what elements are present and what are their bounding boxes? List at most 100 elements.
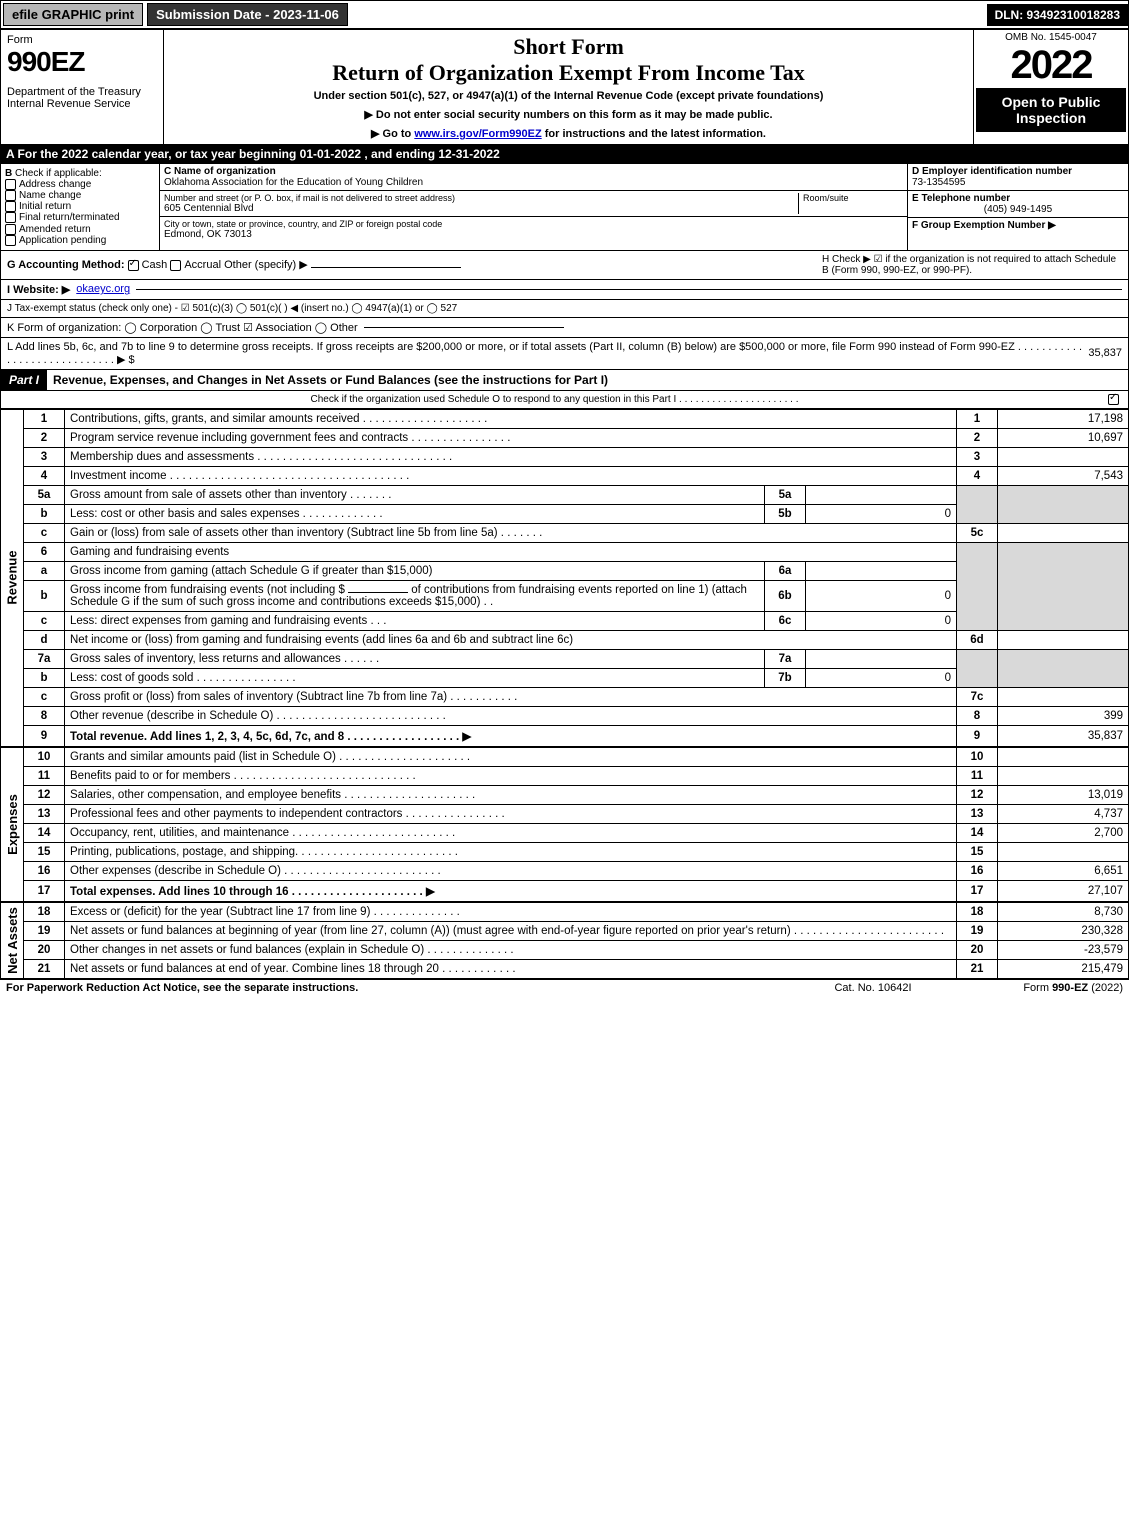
chk-accrual[interactable] <box>170 260 181 271</box>
line19-desc: Net assets or fund balances at beginning… <box>65 921 957 940</box>
line7b-desc: Less: cost of goods sold . . . . . . . .… <box>65 668 765 687</box>
chk-initial-return[interactable] <box>5 201 16 212</box>
line6a-desc: Gross income from gaming (attach Schedul… <box>65 561 765 580</box>
row-j: J Tax-exempt status (check only one) - ☑… <box>0 300 1129 318</box>
open-inspection: Open to Public Inspection <box>976 88 1126 132</box>
line14-desc: Occupancy, rent, utilities, and maintena… <box>65 823 957 842</box>
line5a-desc: Gross amount from sale of assets other t… <box>65 485 765 504</box>
line11-desc: Benefits paid to or for members . . . . … <box>65 766 957 785</box>
opt-amended-return: Amended return <box>19 224 91 235</box>
form-header: Form 990EZ Department of the Treasury In… <box>0 29 1129 145</box>
part1-label: Part I <box>1 370 47 390</box>
chk-cash[interactable] <box>128 260 139 271</box>
line4-desc: Investment income . . . . . . . . . . . … <box>65 466 957 485</box>
street-value: 605 Centennial Blvd <box>164 203 798 214</box>
line9-amt: 35,837 <box>998 725 1129 746</box>
netassets-block: Net Assets 18Excess or (deficit) for the… <box>0 902 1129 979</box>
line6-desc: Gaming and fundraising events <box>65 542 957 561</box>
form-number: 990EZ <box>7 46 157 78</box>
line7c-desc: Gross profit or (loss) from sales of inv… <box>65 687 957 706</box>
part1-header: Part I Revenue, Expenses, and Changes in… <box>0 370 1129 391</box>
revenue-block: Revenue 1Contributions, gifts, grants, a… <box>0 409 1129 747</box>
line6c-amt: 0 <box>806 611 957 630</box>
ein-label: D Employer identification number <box>912 166 1072 177</box>
top-bar: efile GRAPHIC print Submission Date - 20… <box>0 0 1129 29</box>
page-footer: For Paperwork Reduction Act Notice, see … <box>0 979 1129 996</box>
expenses-block: Expenses 10Grants and similar amounts pa… <box>0 747 1129 902</box>
submission-date-button[interactable]: Submission Date - 2023-11-06 <box>147 3 348 26</box>
line18-desc: Excess or (deficit) for the year (Subtra… <box>65 902 957 921</box>
line15-desc: Printing, publications, postage, and shi… <box>65 842 957 861</box>
header-right: OMB No. 1545-0047 2022 Open to Public In… <box>973 30 1128 144</box>
line1-desc: Contributions, gifts, grants, and simila… <box>65 409 957 428</box>
line6a-amt <box>806 561 957 580</box>
line2-amt: 10,697 <box>998 428 1129 447</box>
line3-desc: Membership dues and assessments . . . . … <box>65 447 957 466</box>
g-label: G Accounting Method: <box>7 259 125 271</box>
line20-desc: Other changes in net assets or fund bala… <box>65 940 957 959</box>
opt-application-pending: Application pending <box>19 235 106 246</box>
line12-desc: Salaries, other compensation, and employ… <box>65 785 957 804</box>
b-label: B <box>5 168 12 179</box>
chk-name-change[interactable] <box>5 190 16 201</box>
line7b-amt: 0 <box>806 668 957 687</box>
line6b-desc: Gross income from fundraising events (no… <box>65 580 765 611</box>
group-exemption-label: F Group Exemption Number ▶ <box>912 220 1056 231</box>
irs-label: Internal Revenue Service <box>7 98 157 110</box>
col-c: C Name of organization Oklahoma Associat… <box>160 164 907 250</box>
header-center: Short Form Return of Organization Exempt… <box>164 30 973 144</box>
dln-label: DLN: 93492310018283 <box>987 4 1128 26</box>
chk-final-return[interactable] <box>5 212 16 223</box>
line21-desc: Net assets or fund balances at end of ye… <box>65 959 957 978</box>
line6c-desc: Less: direct expenses from gaming and fu… <box>65 611 765 630</box>
chk-amended-return[interactable] <box>5 224 16 235</box>
line9-desc: Total revenue. Add lines 1, 2, 3, 4, 5c,… <box>65 725 957 746</box>
line8-desc: Other revenue (describe in Schedule O) .… <box>65 706 957 725</box>
title-return: Return of Organization Exempt From Incom… <box>168 60 969 86</box>
line21-amt: 215,479 <box>998 959 1129 978</box>
line11-amt <box>998 766 1129 785</box>
part1-chk-text: Check if the organization used Schedule … <box>7 394 1102 405</box>
footer-cat: Cat. No. 10642I <box>773 982 973 994</box>
line16-desc: Other expenses (describe in Schedule O) … <box>65 861 957 880</box>
line10-desc: Grants and similar amounts paid (list in… <box>65 747 957 766</box>
opt-cash: Cash <box>142 259 168 271</box>
row-g-h: G Accounting Method: Cash Accrual Other … <box>0 251 1129 280</box>
line6d-desc: Net income or (loss) from gaming and fun… <box>65 630 957 649</box>
subtitle: Under section 501(c), 527, or 4947(a)(1)… <box>168 90 969 102</box>
line16-amt: 6,651 <box>998 861 1129 880</box>
line7a-desc: Gross sales of inventory, less returns a… <box>65 649 765 668</box>
org-name: Oklahoma Association for the Education o… <box>164 177 903 188</box>
col-b: B Check if applicable: Address change Na… <box>1 164 160 250</box>
line5b-desc: Less: cost or other basis and sales expe… <box>65 504 765 523</box>
opt-accrual: Accrual <box>184 259 221 271</box>
tel-label: E Telephone number <box>912 193 1010 204</box>
instr-ssn: ▶ Do not enter social security numbers o… <box>168 108 969 121</box>
opt-final-return: Final return/terminated <box>19 213 120 224</box>
ein-value: 73-1354595 <box>912 177 965 188</box>
instr-goto-pre: ▶ Go to <box>371 128 414 140</box>
line5b-amt: 0 <box>806 504 957 523</box>
vlabel-netassets: Net Assets <box>0 902 23 979</box>
website-link[interactable]: okaeyc.org <box>76 283 130 295</box>
col-def: D Employer identification number 73-1354… <box>907 164 1128 250</box>
line20-amt: -23,579 <box>998 940 1129 959</box>
chk-schedule-o[interactable] <box>1108 394 1119 405</box>
opt-address-change: Address change <box>19 179 91 190</box>
i-label: I Website: ▶ <box>7 283 70 296</box>
omb-label: OMB No. 1545-0047 <box>976 32 1126 43</box>
line6b-amt: 0 <box>806 580 957 611</box>
line7a-amt <box>806 649 957 668</box>
part1-title: Revenue, Expenses, and Changes in Net As… <box>47 370 1128 390</box>
title-short-form: Short Form <box>168 34 969 60</box>
part1-schedule-o-check: Check if the organization used Schedule … <box>0 391 1129 409</box>
tel-value: (405) 949-1495 <box>912 204 1124 215</box>
tax-year: 2022 <box>976 43 1126 88</box>
chk-address-change[interactable] <box>5 179 16 190</box>
line17-desc: Total expenses. Add lines 10 through 16 … <box>65 880 957 901</box>
efile-print-button[interactable]: efile GRAPHIC print <box>3 3 143 26</box>
irs-link[interactable]: www.irs.gov/Form990EZ <box>414 128 541 140</box>
chk-application-pending[interactable] <box>5 235 16 246</box>
line19-amt: 230,328 <box>998 921 1129 940</box>
instr-goto: ▶ Go to www.irs.gov/Form990EZ for instru… <box>168 127 969 140</box>
